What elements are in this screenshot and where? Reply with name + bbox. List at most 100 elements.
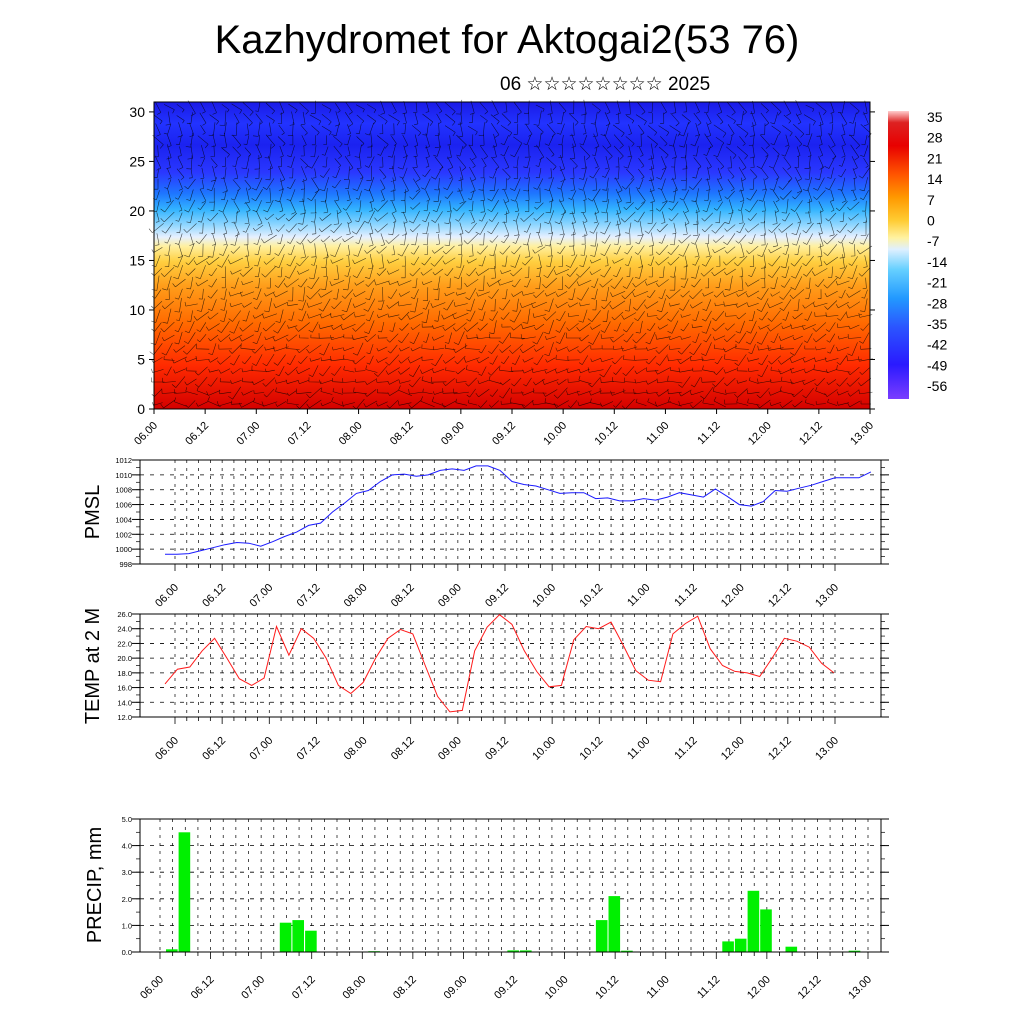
y-tick-label: 14.0 bbox=[117, 698, 132, 707]
cross-section-y-axis: 0 5 10 15 20 25 30 bbox=[129, 104, 875, 417]
y-tick-label: 30 bbox=[129, 104, 145, 120]
x-tick-label: 10.00 bbox=[541, 420, 569, 448]
x-tick-label: 06.00 bbox=[132, 420, 160, 448]
colorbar-label: -42 bbox=[927, 337, 947, 353]
x-tick-label: 07.00 bbox=[239, 974, 267, 1002]
x-tick-label: 06.00 bbox=[153, 582, 181, 610]
colorbar: 35 28 21 14 7 0 -7 -14 -21 -28 -35 -42 -49 -56 bbox=[888, 109, 947, 399]
cross-section-panel: 0 5 10 15 20 25 30 06.00 06.12 07.00 07.12 08.00 08… bbox=[129, 99, 876, 448]
precip-bar bbox=[722, 941, 734, 952]
colorbar-label: -28 bbox=[927, 295, 947, 311]
y-tick-label: 20.0 bbox=[117, 654, 132, 663]
x-tick-label: 06.12 bbox=[200, 735, 228, 763]
precip-axes: 0.0 1.0 2.0 3.0 4.0 5.0 06.00 06.12 07.00 07.12 08… bbox=[122, 815, 889, 1002]
x-tick-label: 06.12 bbox=[183, 420, 211, 448]
x-tick-label: 08.00 bbox=[342, 735, 370, 763]
x-tick-label: 10.12 bbox=[593, 974, 621, 1002]
x-tick-label: 07.12 bbox=[295, 582, 323, 610]
y-tick-label: 16.0 bbox=[117, 684, 132, 693]
precip-bar bbox=[166, 949, 178, 952]
temp-panel: 12.0 14.0 16.0 18.0 20.0 22.0 24.0 26.0 06.00 06.… bbox=[82, 608, 889, 763]
y-tick-label: 5 bbox=[137, 351, 145, 367]
colorbar-label: -35 bbox=[927, 316, 947, 332]
y-tick-label: 20 bbox=[129, 203, 145, 219]
pmsl-y-axis-label: PMSL bbox=[82, 485, 104, 539]
colorbar-label: -7 bbox=[927, 233, 940, 249]
x-tick-label: 12.12 bbox=[766, 582, 794, 610]
x-tick-label: 09.12 bbox=[492, 974, 520, 1002]
x-tick-label: 09.12 bbox=[490, 420, 518, 448]
x-tick-label: 10.12 bbox=[577, 735, 605, 763]
x-tick-label: 07.12 bbox=[290, 974, 318, 1002]
y-tick-label: 24.0 bbox=[117, 625, 132, 634]
colorbar-labels: 35 28 21 14 7 0 -7 -14 -21 -28 -35 -42 -49 -56 bbox=[927, 109, 947, 394]
cross-section-x-axis: 06.00 06.12 07.00 07.12 08.00 08.12 09.00 09.12… bbox=[132, 409, 876, 448]
temp-series-line bbox=[164, 614, 835, 713]
precip-bar bbox=[279, 922, 292, 952]
precip-bar bbox=[595, 920, 608, 952]
y-tick-label: 1.0 bbox=[122, 921, 132, 930]
x-tick-label: 11.12 bbox=[672, 582, 699, 609]
y-tick-label: 18.0 bbox=[117, 669, 132, 678]
colorbar-label: 0 bbox=[927, 213, 935, 229]
x-tick-label: 11.00 bbox=[644, 974, 671, 1001]
x-tick-label: 13.00 bbox=[846, 974, 874, 1002]
colorbar-gradient bbox=[888, 111, 909, 399]
precip-bar bbox=[747, 890, 760, 952]
precip-bar bbox=[507, 950, 519, 952]
pmsl-grid bbox=[140, 459, 881, 565]
temp-axes: 12.0 14.0 16.0 18.0 20.0 22.0 24.0 26.0 06.00 06.… bbox=[117, 610, 889, 763]
y-tick-label: 1004 bbox=[115, 515, 132, 524]
x-tick-label: 07.12 bbox=[286, 420, 314, 448]
precip-bar bbox=[178, 832, 191, 952]
y-tick-label: 1000 bbox=[115, 545, 132, 554]
y-tick-label: 10 bbox=[129, 302, 145, 318]
temp-frame bbox=[139, 613, 882, 718]
x-tick-label: 11.00 bbox=[625, 735, 652, 762]
y-tick-label: 1002 bbox=[115, 530, 132, 539]
colorbar-label: -21 bbox=[927, 275, 947, 291]
pmsl-series-line bbox=[165, 465, 872, 555]
x-tick-label: 06.12 bbox=[189, 974, 217, 1002]
x-tick-label: 08.12 bbox=[388, 420, 416, 448]
temp-grid bbox=[140, 613, 881, 718]
x-tick-label: 12.00 bbox=[745, 974, 773, 1002]
x-tick-label: 07.12 bbox=[295, 735, 323, 763]
x-tick-label: 11.12 bbox=[695, 974, 722, 1001]
wind-arrows bbox=[148, 99, 873, 410]
x-tick-label: 10.12 bbox=[577, 582, 605, 610]
x-tick-label: 11.12 bbox=[695, 420, 722, 447]
y-tick-label: 3.0 bbox=[122, 868, 132, 877]
x-tick-label: 10.12 bbox=[592, 420, 620, 448]
colorbar-label: -56 bbox=[927, 378, 947, 394]
pmsl-panel: 998 1000 1002 1004 1006 1008 1010 1012 06.00 06.1… bbox=[82, 456, 889, 610]
x-tick-label: 13.00 bbox=[813, 735, 841, 763]
x-tick-label: 08.12 bbox=[391, 974, 419, 1002]
precip-bar bbox=[292, 920, 304, 952]
precip-bar bbox=[520, 950, 532, 952]
precip-bar bbox=[785, 946, 798, 952]
y-tick-label: 26.0 bbox=[117, 610, 132, 619]
precip-bars bbox=[166, 832, 861, 952]
precip-bar bbox=[305, 930, 317, 952]
y-tick-label: 0 bbox=[137, 401, 145, 417]
x-tick-label: 10.00 bbox=[543, 974, 571, 1002]
precip-y-axis-label: PRECIP, mm bbox=[84, 827, 106, 943]
colorbar-label: 21 bbox=[927, 150, 943, 166]
y-tick-label: 25 bbox=[129, 153, 145, 169]
x-tick-label: 08.00 bbox=[340, 974, 368, 1002]
chart-subtitle: 06 ☆☆☆☆☆☆☆☆ 2025 bbox=[500, 74, 711, 95]
colorbar-label: 7 bbox=[927, 192, 935, 208]
x-tick-label: 09.00 bbox=[436, 582, 464, 610]
x-tick-label: 08.00 bbox=[337, 420, 365, 448]
colorbar-label: -49 bbox=[927, 357, 947, 373]
x-tick-label: 07.00 bbox=[247, 582, 275, 610]
x-tick-label: 08.12 bbox=[389, 582, 417, 610]
x-tick-label: 09.00 bbox=[439, 420, 467, 448]
x-tick-label: 09.12 bbox=[483, 582, 511, 610]
colorbar-label: 14 bbox=[927, 171, 943, 187]
y-tick-label: 22.0 bbox=[117, 639, 132, 648]
pmsl-axes: 998 1000 1002 1004 1006 1008 1010 1012 06.00 06.1… bbox=[115, 456, 889, 610]
cross-section-field bbox=[154, 102, 870, 409]
